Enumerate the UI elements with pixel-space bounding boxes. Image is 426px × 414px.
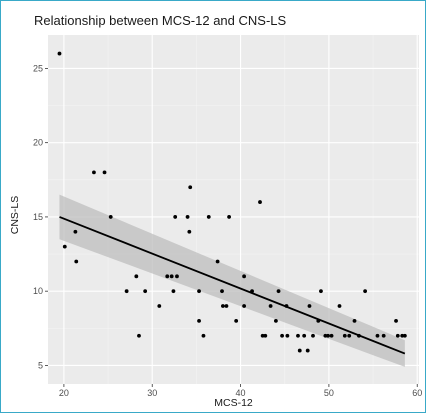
data-point bbox=[316, 318, 321, 323]
confidence-band-group bbox=[59, 194, 405, 367]
data-point bbox=[220, 289, 224, 294]
y-tick-label: 10 bbox=[33, 286, 43, 296]
data-point bbox=[296, 333, 300, 338]
data-point bbox=[124, 289, 129, 294]
data-point bbox=[62, 244, 67, 249]
data-point bbox=[137, 333, 141, 338]
data-point bbox=[395, 333, 400, 338]
data-point bbox=[285, 333, 290, 338]
data-point bbox=[400, 333, 405, 338]
x-tick-label: 20 bbox=[59, 388, 69, 398]
y-axis-title: CNS-LS bbox=[9, 196, 21, 235]
y-axis: 5 10 15 20 25 bbox=[33, 63, 48, 370]
y-tick-label: 20 bbox=[33, 138, 43, 148]
data-point bbox=[276, 289, 281, 294]
data-point bbox=[157, 304, 162, 308]
data-point bbox=[215, 259, 220, 264]
data-point bbox=[188, 185, 193, 190]
data-point bbox=[305, 348, 310, 353]
data-point bbox=[197, 289, 201, 294]
data-point bbox=[102, 170, 107, 175]
data-point bbox=[260, 333, 265, 338]
data-point bbox=[284, 304, 289, 308]
data-point bbox=[263, 333, 268, 338]
data-point bbox=[268, 304, 273, 308]
y-tick-label: 25 bbox=[33, 63, 43, 73]
data-point bbox=[175, 274, 179, 279]
plot-panel bbox=[48, 35, 419, 384]
data-point bbox=[357, 333, 361, 338]
data-point bbox=[143, 289, 148, 294]
data-point bbox=[394, 318, 398, 323]
data-point bbox=[280, 333, 284, 338]
data-point bbox=[337, 304, 342, 308]
data-point bbox=[329, 333, 334, 338]
x-axis: 20 30 40 50 60 bbox=[59, 384, 422, 398]
regression-line-group bbox=[59, 216, 406, 355]
data-point bbox=[224, 304, 229, 308]
data-point bbox=[402, 333, 407, 338]
data-point bbox=[165, 274, 170, 279]
data-point bbox=[347, 333, 352, 338]
data-point bbox=[134, 274, 139, 279]
chart-title: Relationship between MCS-12 and CNS-LS bbox=[34, 13, 287, 28]
data-point bbox=[227, 215, 231, 219]
data-point bbox=[307, 304, 312, 308]
data-point bbox=[311, 333, 315, 338]
data-point bbox=[323, 333, 328, 338]
data-point bbox=[326, 333, 330, 338]
data-point bbox=[302, 333, 307, 338]
regression-line bbox=[59, 216, 406, 355]
y-tick-label: 15 bbox=[33, 212, 43, 222]
data-point bbox=[92, 170, 96, 175]
data-point bbox=[171, 289, 176, 294]
data-point bbox=[274, 318, 278, 323]
data-point bbox=[187, 229, 192, 234]
data-point bbox=[258, 200, 262, 204]
data-point bbox=[297, 348, 302, 353]
data-point bbox=[173, 215, 178, 219]
data-point bbox=[342, 333, 347, 338]
data-point bbox=[234, 318, 239, 323]
data-point bbox=[319, 289, 323, 294]
confidence-band bbox=[59, 194, 405, 367]
points-group bbox=[57, 51, 407, 353]
data-point bbox=[250, 289, 254, 294]
data-point bbox=[169, 274, 174, 279]
data-point bbox=[57, 51, 62, 56]
data-point bbox=[352, 318, 357, 323]
data-point bbox=[206, 215, 211, 219]
data-point bbox=[242, 304, 247, 308]
data-point bbox=[74, 259, 79, 264]
data-point bbox=[73, 229, 78, 234]
data-point bbox=[185, 215, 190, 219]
x-tick-label: 60 bbox=[412, 388, 422, 398]
x-axis-title: MCS-12 bbox=[214, 397, 253, 409]
x-tick-label: 30 bbox=[147, 388, 157, 398]
x-tick-label: 50 bbox=[324, 388, 334, 398]
data-point bbox=[201, 333, 206, 338]
data-point bbox=[221, 304, 225, 308]
data-point bbox=[197, 318, 201, 323]
data-point bbox=[381, 333, 386, 338]
data-point bbox=[363, 289, 368, 294]
y-tick-label: 5 bbox=[38, 360, 43, 370]
data-point bbox=[242, 274, 247, 279]
x-tick-label: 40 bbox=[236, 388, 246, 398]
data-point bbox=[375, 333, 380, 338]
data-point bbox=[108, 215, 113, 219]
